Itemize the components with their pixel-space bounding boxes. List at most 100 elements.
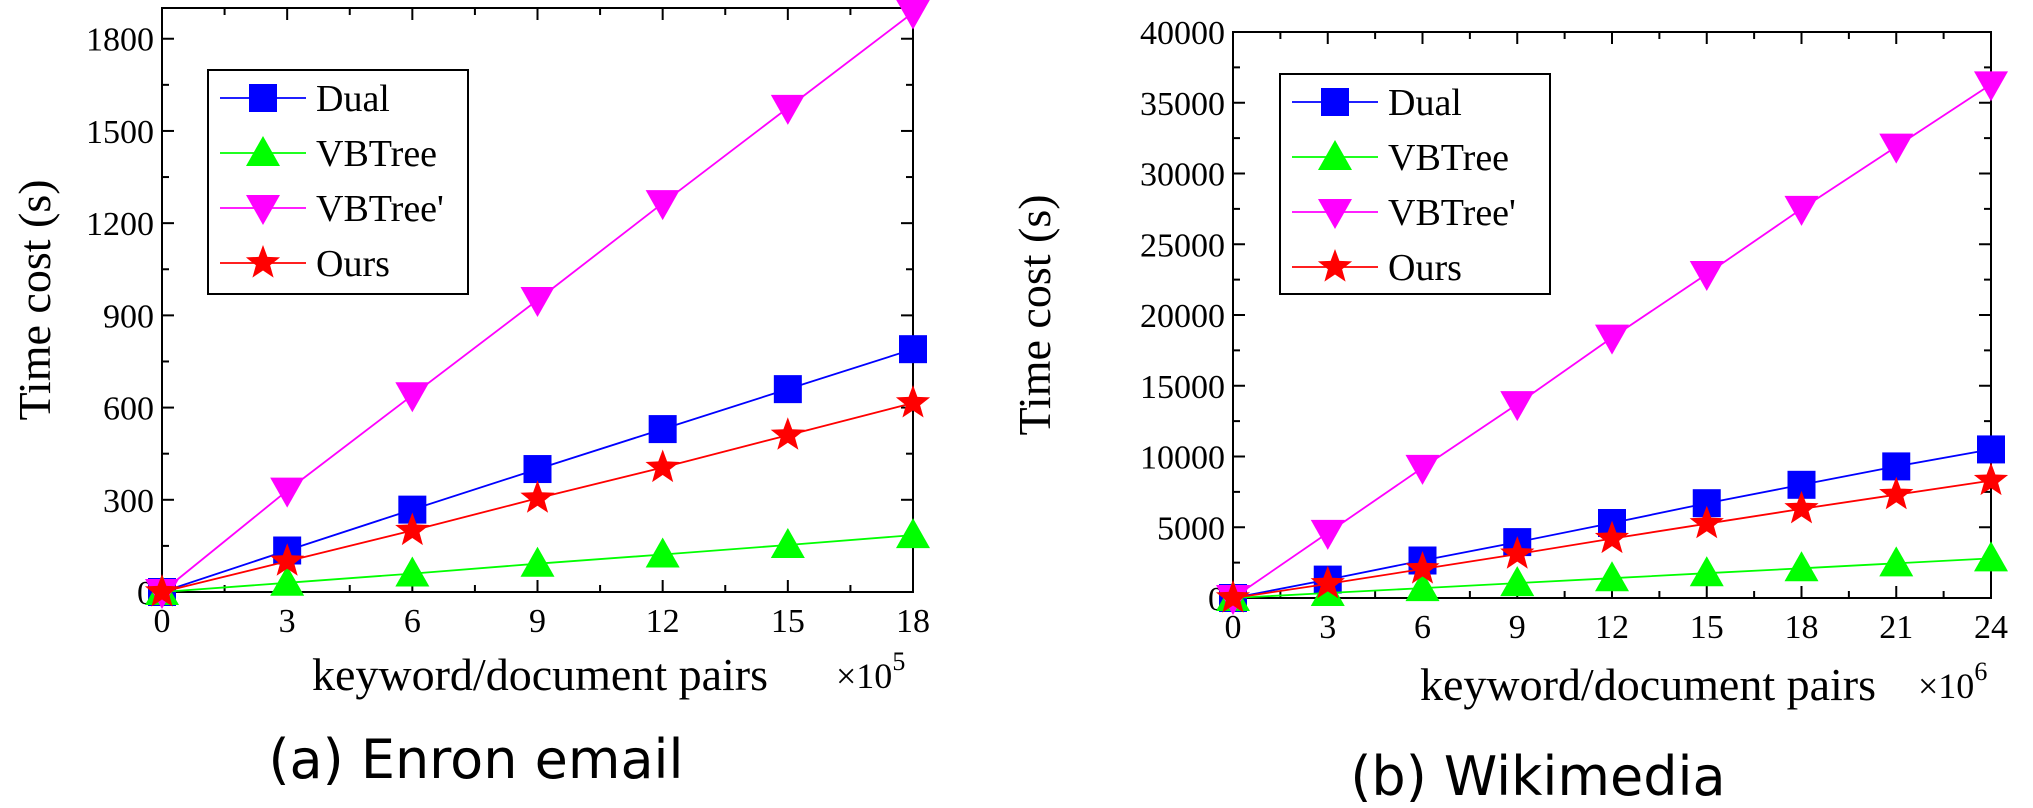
legend-marker — [246, 136, 280, 166]
y-tick-label: 300 — [103, 483, 154, 520]
data-point — [899, 335, 927, 364]
data-point — [895, 385, 931, 418]
data-point — [270, 543, 305, 576]
legend-label: VBTree — [1388, 137, 1509, 179]
y-tick-label: 1800 — [86, 22, 154, 59]
x-tick-label: 9 — [529, 603, 546, 640]
series-ours — [1215, 462, 2009, 613]
data-point — [770, 417, 805, 450]
y-tick-label: 10000 — [1140, 440, 1225, 477]
data-point — [1405, 454, 1440, 485]
y-axis-label: Time cost (s) — [9, 179, 60, 420]
legend-marker — [1318, 199, 1352, 229]
y-tick-label: 15000 — [1140, 369, 1225, 406]
x-tick-label: 15 — [771, 603, 805, 640]
data-point — [1974, 71, 2008, 102]
data-point — [1973, 462, 2009, 496]
data-point — [1882, 452, 1911, 481]
chart-wikimedia: 0 5000 10000 15000 20000 25000 30000 35000 40000… — [1009, 15, 2009, 808]
data-point — [395, 512, 430, 546]
legend-label: Dual — [1388, 82, 1462, 124]
x-tick-label: 3 — [279, 603, 296, 640]
data-point — [395, 556, 430, 587]
legend-label: Dual — [316, 78, 390, 120]
x-tick-label: 18 — [896, 603, 930, 640]
chart-caption: (a) Enron email — [268, 728, 683, 791]
y-tick-label: 40000 — [1140, 15, 1225, 52]
data-point — [1977, 435, 2005, 464]
data-point — [1215, 580, 1251, 613]
data-point — [1689, 556, 1724, 587]
x-axis-multiplier: ×105 — [836, 647, 905, 696]
data-point — [896, 0, 930, 30]
data-point — [1595, 561, 1629, 592]
legend-item-dual: Dual — [220, 78, 390, 120]
series-ours — [144, 385, 931, 607]
x-tick-label: 21 — [1879, 609, 1913, 646]
multiplier-exponent: 6 — [1974, 657, 1987, 686]
y-tick-label: 30000 — [1140, 157, 1225, 194]
legend: Dual VBTree VBTree' Ours — [207, 69, 469, 295]
data-point — [1500, 391, 1535, 422]
x-tick-label: 9 — [1509, 609, 1526, 646]
data-point — [645, 449, 680, 483]
data-point — [1310, 565, 1345, 599]
data-point — [770, 527, 805, 558]
legend-label: VBTree' — [316, 188, 444, 230]
data-point — [648, 415, 677, 444]
data-point — [1879, 133, 1914, 164]
data-point — [1595, 324, 1629, 355]
series-vbtree — [145, 518, 930, 605]
data-point — [395, 382, 430, 413]
y-tick-label: 35000 — [1140, 86, 1225, 123]
legend-item-ours: Ours — [1292, 247, 1462, 289]
chart-caption: (b) Wikimedia — [1350, 745, 1725, 808]
data-point — [270, 565, 305, 596]
x-tick-label: 12 — [646, 603, 680, 640]
data-point — [1405, 551, 1440, 584]
legend-item-vbtree-prime: VBTree' — [1292, 192, 1516, 234]
data-point — [144, 574, 180, 607]
data-point — [270, 477, 305, 508]
data-point — [520, 287, 555, 317]
legend-label: VBTree' — [1388, 192, 1516, 234]
legend-marker — [245, 245, 281, 278]
x-axis-label: keyword/document pairs — [312, 649, 768, 700]
data-point — [520, 546, 555, 577]
y-axis-label: Time cost (s) — [1009, 194, 1060, 435]
y-tick-label: 600 — [103, 391, 154, 428]
legend-label: Ours — [316, 243, 390, 285]
legend-marker — [1321, 88, 1349, 116]
legend-marker — [1317, 249, 1353, 282]
legend-item-vbtree: VBTree — [1292, 137, 1509, 179]
data-point — [1879, 476, 1914, 510]
legend-item-vbtree: VBTree — [220, 133, 437, 175]
data-point — [1974, 541, 2008, 572]
legend-label: Ours — [1388, 247, 1462, 289]
data-point — [896, 518, 930, 549]
data-point — [1784, 490, 1819, 524]
x-tick-label: 6 — [1414, 609, 1431, 646]
data-point — [773, 375, 802, 404]
legend-item-ours: Ours — [220, 243, 390, 285]
legend-marker — [246, 195, 280, 225]
x-tick-label: 0 — [1225, 609, 1242, 646]
data-point — [645, 190, 680, 221]
data-point — [1689, 260, 1724, 291]
x-tick-label: 0 — [154, 603, 171, 640]
data-point — [1879, 546, 1914, 577]
y-tick-label: 20000 — [1140, 298, 1225, 335]
legend-marker — [1318, 140, 1352, 170]
data-point — [1310, 519, 1345, 550]
legend: Dual VBTree VBTree' Ours — [1279, 73, 1551, 295]
x-tick-label: 15 — [1690, 609, 1724, 646]
y-tick-label: 25000 — [1140, 227, 1225, 264]
data-point — [1594, 520, 1630, 554]
x-tick-label: 12 — [1595, 609, 1629, 646]
y-tick-label: 1200 — [86, 206, 154, 243]
y-tick-label: 1500 — [86, 114, 154, 151]
data-point — [1405, 571, 1440, 602]
legend-item-vbtree-prime: VBTree' — [220, 188, 444, 230]
